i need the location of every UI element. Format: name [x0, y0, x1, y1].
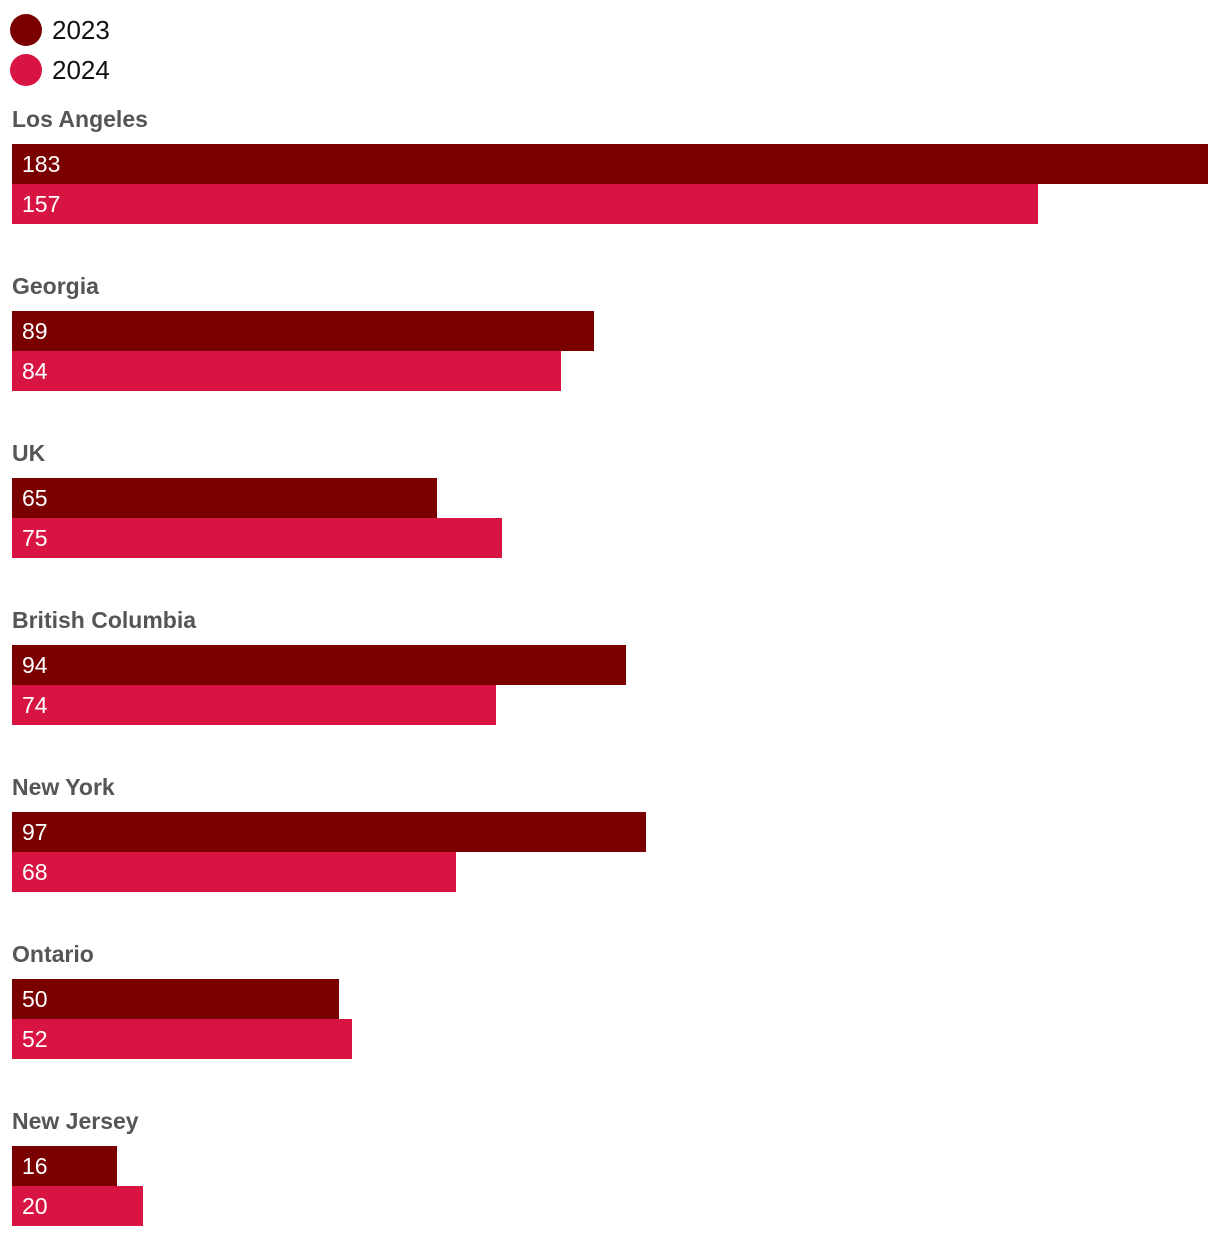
bar-british-columbia-2024 [12, 685, 496, 725]
legend-swatch-2023 [10, 14, 42, 46]
legend-item-2024: 2024 [10, 50, 110, 90]
category-label-los-angeles: Los Angeles [12, 106, 148, 132]
legend-item-2023: 2023 [10, 10, 110, 50]
bar-value-label-british-columbia-2023: 94 [22, 652, 48, 678]
bar-value-label-uk-2023: 65 [22, 485, 48, 511]
legend-swatch-2024 [10, 54, 42, 86]
bar-value-label-new-jersey-2023: 16 [22, 1153, 48, 1179]
bar-value-label-georgia-2023: 89 [22, 318, 48, 344]
category-label-new-york: New York [12, 774, 115, 800]
bar-los-angeles-2023 [12, 144, 1208, 184]
bar-value-label-new-jersey-2024: 20 [22, 1193, 48, 1219]
bar-value-label-uk-2024: 75 [22, 525, 48, 551]
bar-new-york-2024 [12, 852, 457, 892]
bar-georgia-2023 [12, 311, 594, 351]
bar-value-label-british-columbia-2024: 74 [22, 692, 48, 718]
bar-uk-2024 [12, 518, 503, 558]
category-label-uk: UK [12, 440, 46, 466]
bar-british-columbia-2023 [12, 645, 627, 685]
bar-value-label-ontario-2023: 50 [22, 986, 48, 1012]
bar-new-york-2023 [12, 812, 646, 852]
category-label-new-jersey: New Jersey [12, 1108, 139, 1134]
bar-value-label-new-york-2023: 97 [22, 819, 48, 845]
bar-value-label-georgia-2024: 84 [22, 358, 48, 384]
bar-value-label-ontario-2024: 52 [22, 1026, 48, 1052]
legend-label-2023: 2023 [52, 15, 110, 45]
bar-value-label-los-angeles-2023: 183 [22, 151, 61, 177]
category-label-british-columbia: British Columbia [12, 607, 197, 633]
category-label-georgia: Georgia [12, 273, 99, 299]
bar-ontario-2024 [12, 1019, 352, 1059]
legend-label-2024: 2024 [52, 55, 110, 85]
bar-uk-2023 [12, 478, 437, 518]
bar-new-jersey-2024 [12, 1186, 143, 1226]
bar-value-label-los-angeles-2024: 157 [22, 191, 61, 217]
bar-georgia-2024 [12, 351, 561, 391]
bar-value-label-new-york-2024: 68 [22, 859, 48, 885]
legend: 2023 2024 [10, 10, 110, 90]
category-label-ontario: Ontario [12, 941, 94, 967]
bar-los-angeles-2024 [12, 184, 1039, 224]
bar-ontario-2023 [12, 979, 339, 1019]
bar-new-jersey-2023 [12, 1146, 117, 1186]
